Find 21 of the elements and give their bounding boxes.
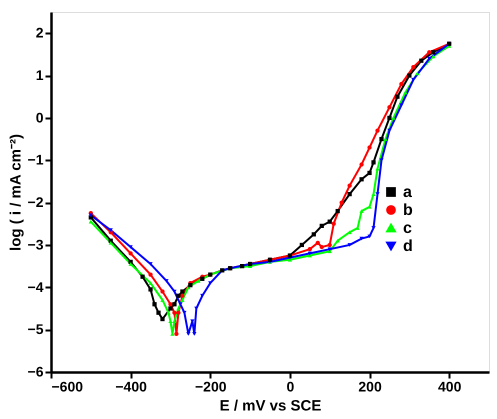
y-tick-label: −4	[28, 278, 44, 295]
y-tick-label: 1	[36, 67, 44, 84]
x-axis-title: E / mV vs SCE	[220, 398, 322, 414]
y-tick-label: 2	[36, 24, 44, 41]
x-tick-label: 200	[358, 378, 382, 394]
x-tick-label: 0	[286, 378, 295, 394]
x-tick-label: 400	[438, 378, 462, 394]
legend-label: b	[403, 202, 413, 219]
legend-label: d	[403, 238, 413, 255]
y-tick-label: −3	[28, 236, 44, 252]
y-axis-title: log ( i / mA cm⁻²)	[8, 134, 25, 251]
x-tick-label: −400	[115, 378, 148, 394]
y-tick-label: −2	[28, 194, 44, 210]
x-tick-label: −200	[195, 378, 227, 394]
y-tick-label: −5	[28, 321, 44, 338]
y-tick-label: −6	[28, 364, 44, 380]
y-tick-label: 0	[36, 109, 44, 126]
y-tick-label: −1	[28, 152, 44, 168]
legend-label: a	[403, 184, 412, 201]
x-tick-label: −600	[52, 378, 84, 394]
legend-label: c	[403, 220, 412, 237]
